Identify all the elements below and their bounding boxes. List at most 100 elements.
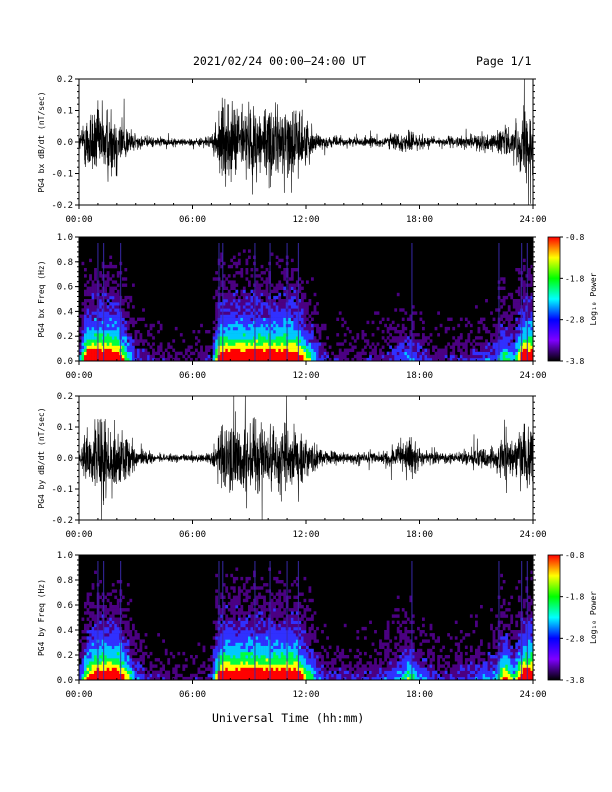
heatmap-cell [464, 664, 468, 668]
heatmap-cell [374, 348, 377, 352]
heatmap-cell [212, 336, 216, 340]
heatmap-cell [275, 308, 279, 312]
heatmap-cell [356, 667, 360, 671]
heatmap-cell [303, 623, 307, 628]
heatmap-cell [449, 648, 453, 653]
heatmap-cell [278, 258, 282, 263]
heatmap-cell [220, 611, 223, 615]
heatmap-cell [472, 676, 476, 681]
heatmap-cell [258, 323, 261, 328]
heatmap-cell [258, 639, 261, 643]
heatmap-cell [111, 295, 115, 300]
heatmap-cell [308, 357, 312, 362]
heatmap-cell [482, 317, 486, 321]
heatmap-cell [255, 586, 259, 590]
heatmap-cell [84, 348, 87, 352]
heatmap-cell [273, 608, 276, 612]
heatmap-cell [94, 655, 97, 659]
heatmap-cell [288, 286, 292, 290]
heatmap-cell [517, 351, 521, 356]
heatmap-cell [106, 667, 110, 671]
heatmap-cell [406, 317, 410, 321]
heatmap-cell [374, 345, 377, 349]
heatmap-cell [482, 354, 486, 359]
heatmap-cell [293, 302, 297, 306]
heatmap-cell [172, 339, 176, 343]
heatmap-cell [429, 333, 433, 337]
heatmap-cell [162, 676, 165, 681]
heatmap-cell [313, 664, 317, 668]
heatmap-cell [273, 339, 276, 343]
heatmap-cell [227, 317, 231, 321]
heatmap-cell [248, 658, 251, 662]
heatmap-cell [230, 342, 234, 346]
heatmap-cell [308, 670, 312, 674]
heatmap-cell [376, 311, 380, 315]
heatmap-cell [124, 661, 128, 665]
heatmap-cell [331, 658, 334, 662]
heatmap-cell [132, 648, 135, 653]
heatmap-cell [240, 274, 244, 278]
heatmap-cell [220, 617, 223, 621]
heatmap-cell [298, 620, 302, 624]
heatmap-cell [278, 308, 282, 312]
heatmap-cell [258, 670, 261, 674]
heatmap-cell [457, 645, 461, 649]
heatmap-cell [417, 667, 420, 671]
heatmap-cell [258, 339, 261, 343]
heatmap-cell [237, 623, 241, 628]
heatmap-cell [308, 330, 312, 334]
heatmap-cell [404, 357, 408, 362]
heatmap-cell [298, 345, 302, 349]
heatmap-cell [336, 357, 340, 362]
heatmap-cell [134, 633, 138, 637]
heatmap-cell [298, 351, 302, 356]
heatmap-cell [132, 342, 135, 346]
heatmap-cell [250, 348, 254, 352]
heatmap-cell [394, 667, 398, 671]
heatmap-cell [137, 670, 140, 674]
heatmap-cell [386, 636, 390, 640]
heatmap-cell [242, 299, 246, 303]
heatmap-cell [91, 314, 95, 318]
heatmap-cell [230, 623, 234, 628]
heatmap-cell [399, 345, 403, 349]
heatmap-cell [242, 317, 246, 321]
heatmap-cell [89, 302, 92, 306]
heatmap-cell [230, 651, 234, 656]
heatmap-cell [149, 357, 153, 362]
heatmap-cell [81, 661, 85, 665]
heatmap-cell [89, 670, 92, 674]
heatmap-cell [517, 317, 521, 321]
heatmap-cell [301, 354, 304, 359]
heatmap-cell [469, 357, 473, 362]
heatmap-cell [278, 623, 282, 628]
heatmap-cell [84, 645, 87, 649]
y-tick-label: -0.1 [51, 170, 73, 180]
heatmap-cell [129, 357, 133, 362]
heatmap-cell [316, 676, 319, 681]
heatmap-cell [411, 342, 415, 346]
heatmap-cell [321, 664, 324, 668]
heatmap-cell [469, 348, 473, 352]
heatmap-cell [106, 323, 110, 328]
heatmap-cell [512, 345, 516, 349]
heatmap-cell [411, 305, 415, 309]
heatmap-cell [278, 630, 282, 634]
heatmap-cell [215, 277, 218, 281]
heatmap-cell [301, 648, 304, 653]
heatmap-cell [417, 670, 420, 674]
heatmap-cell [502, 339, 506, 343]
heatmap-cell [126, 670, 130, 674]
heatmap-cell [414, 664, 418, 668]
heatmap-cell [288, 626, 292, 631]
heatmap-cell [114, 620, 118, 624]
heatmap-cell [298, 664, 302, 668]
heatmap-cell [237, 651, 241, 656]
heatmap-cell [129, 633, 133, 637]
heatmap-cell [212, 345, 216, 349]
heatmap-cell [260, 311, 264, 315]
heatmap-cell [280, 283, 284, 287]
heatmap-cell [94, 326, 97, 331]
heatmap-cell [129, 648, 133, 653]
